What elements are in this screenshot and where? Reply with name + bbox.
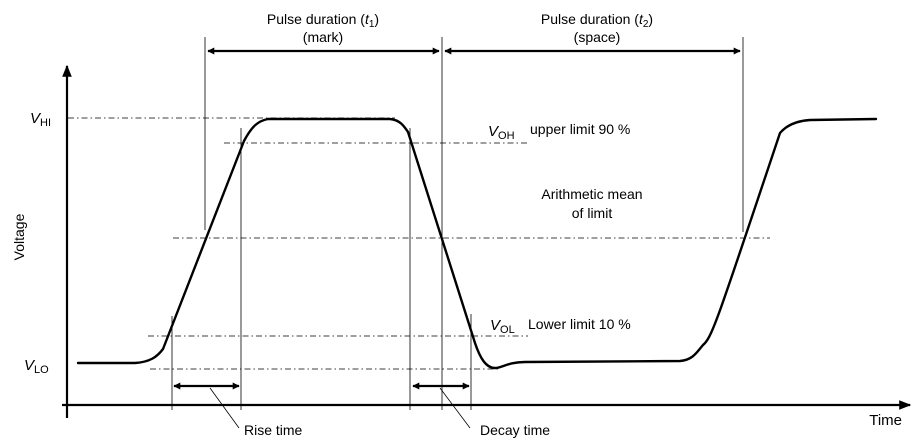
- v-lo-label: VLO: [24, 357, 49, 376]
- x-axis-label: Time: [869, 412, 902, 429]
- v-oh-desc: upper limit 90 %: [530, 121, 630, 137]
- rise-leader: [209, 387, 240, 429]
- t2-kind: (space): [574, 29, 621, 45]
- v-ol-label: VOL: [490, 317, 515, 336]
- mean-label-line2: of limit: [572, 205, 613, 221]
- v-oh-label: VOH: [488, 123, 515, 142]
- rise-time-label: Rise time: [244, 422, 303, 438]
- mean-label-line1: Arithmetic mean: [541, 186, 642, 202]
- pulse-waveform: [76, 117, 878, 370]
- v-ol-desc: Lower limit 10 %: [528, 316, 631, 332]
- y-axis-label: Voltage: [11, 213, 27, 260]
- t1-title: Pulse duration (t1): [267, 11, 379, 30]
- t2-title: Pulse duration (t2): [541, 11, 653, 30]
- decay-time-label: Decay time: [480, 422, 550, 438]
- v-hi-label: VHI: [30, 110, 51, 129]
- t1-kind: (mark): [303, 29, 343, 45]
- decay-leader: [439, 387, 471, 429]
